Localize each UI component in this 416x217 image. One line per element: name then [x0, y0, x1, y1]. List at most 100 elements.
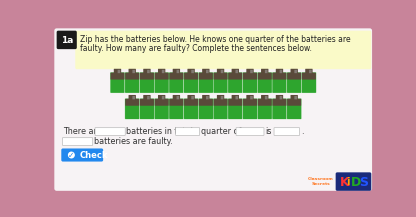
- FancyBboxPatch shape: [162, 70, 164, 73]
- FancyBboxPatch shape: [272, 99, 287, 106]
- FancyBboxPatch shape: [213, 99, 228, 119]
- FancyBboxPatch shape: [129, 95, 136, 101]
- FancyBboxPatch shape: [290, 69, 298, 75]
- FancyBboxPatch shape: [154, 99, 169, 119]
- FancyBboxPatch shape: [243, 99, 258, 119]
- Text: Check: Check: [79, 151, 108, 159]
- Text: batteries in total.: batteries in total.: [126, 127, 196, 136]
- FancyBboxPatch shape: [290, 95, 298, 101]
- FancyBboxPatch shape: [261, 69, 268, 75]
- FancyBboxPatch shape: [309, 70, 312, 73]
- FancyBboxPatch shape: [61, 148, 103, 162]
- FancyBboxPatch shape: [154, 72, 169, 93]
- FancyBboxPatch shape: [232, 69, 239, 75]
- FancyBboxPatch shape: [176, 70, 179, 73]
- FancyBboxPatch shape: [228, 99, 243, 119]
- Text: .: .: [301, 127, 303, 136]
- FancyBboxPatch shape: [302, 72, 316, 93]
- FancyBboxPatch shape: [302, 73, 316, 80]
- FancyBboxPatch shape: [287, 72, 302, 93]
- FancyBboxPatch shape: [169, 72, 184, 93]
- FancyBboxPatch shape: [114, 69, 121, 75]
- FancyBboxPatch shape: [206, 96, 209, 99]
- FancyBboxPatch shape: [184, 99, 198, 119]
- FancyBboxPatch shape: [213, 99, 228, 106]
- FancyBboxPatch shape: [184, 99, 198, 106]
- FancyBboxPatch shape: [140, 72, 154, 93]
- FancyBboxPatch shape: [228, 72, 243, 93]
- FancyBboxPatch shape: [125, 99, 140, 119]
- FancyBboxPatch shape: [198, 72, 213, 93]
- FancyBboxPatch shape: [147, 96, 150, 99]
- FancyBboxPatch shape: [272, 73, 287, 80]
- FancyBboxPatch shape: [258, 73, 272, 80]
- FancyBboxPatch shape: [188, 95, 195, 101]
- FancyBboxPatch shape: [228, 99, 242, 106]
- FancyBboxPatch shape: [155, 99, 168, 106]
- Text: D: D: [351, 176, 362, 189]
- FancyBboxPatch shape: [111, 73, 124, 80]
- FancyBboxPatch shape: [243, 72, 258, 93]
- FancyBboxPatch shape: [213, 72, 228, 93]
- FancyBboxPatch shape: [173, 69, 180, 75]
- Text: quarter of: quarter of: [201, 127, 241, 136]
- FancyBboxPatch shape: [129, 69, 136, 75]
- Text: There are: There are: [63, 127, 102, 136]
- FancyBboxPatch shape: [202, 69, 210, 75]
- FancyBboxPatch shape: [272, 99, 287, 119]
- FancyBboxPatch shape: [188, 69, 195, 75]
- Text: K: K: [339, 176, 349, 189]
- Circle shape: [68, 151, 75, 158]
- FancyBboxPatch shape: [246, 95, 254, 101]
- FancyBboxPatch shape: [202, 95, 210, 101]
- FancyBboxPatch shape: [265, 70, 267, 73]
- FancyBboxPatch shape: [217, 69, 224, 75]
- FancyBboxPatch shape: [169, 99, 184, 119]
- FancyBboxPatch shape: [305, 69, 312, 75]
- FancyBboxPatch shape: [287, 73, 301, 80]
- FancyBboxPatch shape: [57, 31, 77, 49]
- FancyBboxPatch shape: [246, 69, 254, 75]
- FancyBboxPatch shape: [176, 128, 200, 135]
- FancyBboxPatch shape: [125, 73, 139, 80]
- FancyBboxPatch shape: [184, 72, 198, 93]
- FancyBboxPatch shape: [228, 73, 242, 80]
- FancyBboxPatch shape: [125, 99, 139, 106]
- FancyBboxPatch shape: [140, 73, 154, 80]
- FancyBboxPatch shape: [243, 73, 257, 80]
- FancyBboxPatch shape: [62, 138, 93, 145]
- FancyBboxPatch shape: [176, 96, 179, 99]
- FancyBboxPatch shape: [191, 96, 194, 99]
- Text: Zip has the batteries below. He knows one quarter of the batteries are: Zip has the batteries below. He knows on…: [80, 35, 351, 44]
- Text: 1a: 1a: [61, 36, 73, 45]
- FancyBboxPatch shape: [118, 70, 120, 73]
- FancyBboxPatch shape: [243, 99, 257, 106]
- FancyBboxPatch shape: [206, 70, 209, 73]
- FancyBboxPatch shape: [132, 70, 135, 73]
- FancyBboxPatch shape: [235, 96, 238, 99]
- FancyBboxPatch shape: [140, 99, 154, 106]
- FancyBboxPatch shape: [191, 70, 194, 73]
- FancyBboxPatch shape: [140, 99, 154, 119]
- FancyBboxPatch shape: [258, 72, 272, 93]
- FancyBboxPatch shape: [336, 172, 371, 191]
- FancyBboxPatch shape: [125, 72, 140, 93]
- FancyBboxPatch shape: [213, 73, 228, 80]
- FancyBboxPatch shape: [143, 95, 151, 101]
- FancyBboxPatch shape: [232, 95, 239, 101]
- FancyBboxPatch shape: [75, 31, 371, 69]
- FancyBboxPatch shape: [280, 96, 282, 99]
- Text: Classroom
Secrets: Classroom Secrets: [308, 177, 334, 186]
- FancyBboxPatch shape: [169, 73, 183, 80]
- FancyBboxPatch shape: [169, 99, 183, 106]
- FancyBboxPatch shape: [199, 73, 213, 80]
- FancyBboxPatch shape: [295, 96, 297, 99]
- FancyBboxPatch shape: [158, 95, 165, 101]
- FancyBboxPatch shape: [221, 96, 223, 99]
- FancyBboxPatch shape: [173, 95, 180, 101]
- FancyBboxPatch shape: [198, 99, 213, 119]
- FancyBboxPatch shape: [272, 72, 287, 93]
- FancyBboxPatch shape: [276, 95, 283, 101]
- FancyBboxPatch shape: [162, 96, 164, 99]
- FancyBboxPatch shape: [258, 99, 272, 119]
